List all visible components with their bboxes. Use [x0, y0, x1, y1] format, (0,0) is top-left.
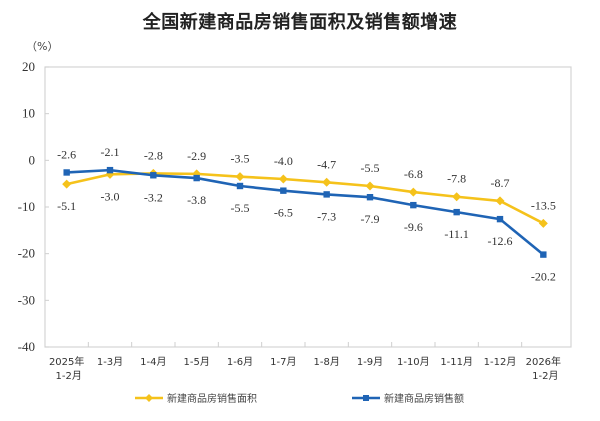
square-marker-icon: [280, 187, 287, 194]
legend-item-sales-area: 新建商品房销售面积: [135, 392, 257, 405]
data-label: -3.5: [231, 152, 250, 166]
x-tick-label: 1-2月: [532, 370, 558, 382]
data-label: -2.6: [57, 147, 76, 161]
data-label: -20.2: [531, 270, 556, 284]
diamond-marker-icon: [62, 179, 72, 189]
square-marker-icon: [106, 166, 114, 174]
x-tick-label: 1-3月: [97, 356, 123, 368]
data-label: -5.5: [231, 201, 250, 215]
diamond-marker-icon: [365, 181, 375, 191]
data-label: -12.6: [488, 234, 513, 248]
diamond-marker-icon: [145, 394, 153, 402]
legend-label: 新建商品房销售额: [384, 392, 464, 405]
square-marker-icon: [366, 194, 374, 201]
data-label: -3.0: [101, 189, 120, 203]
x-tick-label: 1-11月: [440, 356, 473, 368]
square-marker-icon: [410, 201, 417, 209]
x-tick-label: 1-5月: [183, 356, 209, 368]
data-label: -2.1: [101, 145, 120, 159]
x-tick-label: 1-12月: [484, 356, 517, 368]
y-axis-unit-label: （%）: [26, 40, 59, 53]
chart-title: 全国新建商品房销售面积及销售额增速: [142, 12, 458, 33]
square-marker-icon: [323, 191, 330, 198]
square-marker-icon: [453, 208, 460, 216]
diamond-marker-icon: [235, 172, 245, 182]
x-tick-label: 1-7月: [270, 356, 296, 368]
y-tick-label: -30: [18, 292, 35, 307]
data-label: -4.0: [274, 154, 293, 168]
x-tick-label: 2026年: [526, 355, 561, 368]
data-label: -3.2: [144, 190, 163, 204]
data-label: -7.9: [361, 212, 380, 226]
y-tick-label: -40: [18, 339, 35, 354]
square-marker-icon: [363, 395, 369, 401]
x-tick-label: 1-8月: [313, 356, 339, 368]
square-marker-icon: [540, 251, 547, 258]
diamond-marker-icon: [452, 192, 462, 202]
data-label: -5.1: [57, 199, 76, 213]
diamond-marker-icon: [538, 218, 548, 228]
plot-frame: [44, 66, 572, 348]
data-label: -6.8: [404, 167, 423, 181]
series-line: [66, 168, 545, 256]
x-tick-label: 1-6月: [227, 356, 253, 368]
data-label: -3.8: [187, 193, 206, 207]
y-tick-label: -20: [18, 246, 35, 261]
y-tick-label: 0: [29, 152, 36, 167]
x-tick-label: 1-10月: [397, 356, 430, 368]
y-tick-label: 20: [22, 59, 35, 74]
x-axis: 2025年 1-2月 1-3月 1-4月 1-5月 1-6月 1-7月 1-8月 1-9月 1-1…: [49, 342, 561, 382]
diamond-marker-icon: [495, 196, 505, 206]
data-label: -7.8: [447, 172, 466, 186]
diamond-marker-icon: [408, 187, 418, 197]
y-axis: 20 10 0 -10 -20 -30 -40: [18, 59, 49, 354]
data-label: -13.5: [531, 198, 556, 212]
data-label: -4.7: [317, 157, 336, 171]
square-marker-icon: [63, 169, 70, 176]
square-marker-icon: [150, 172, 157, 179]
series-sales-amount: -2.6 -2.1 -3.2 -3.8 -5.5 -6.5 -7.3 -7.9 -9.6 -11.…: [57, 145, 556, 283]
y-tick-label: -10: [18, 199, 35, 214]
data-label: -11.1: [444, 227, 469, 241]
legend: 新建商品房销售面积 新建商品房销售额: [135, 392, 464, 405]
x-tick-label: 1-4月: [140, 356, 166, 368]
diamond-marker-icon: [278, 174, 288, 184]
diamond-marker-icon: [322, 177, 332, 187]
data-label: -6.5: [274, 206, 293, 220]
y-tick-label: 10: [22, 106, 35, 121]
x-tick-label: 1-2月: [55, 370, 81, 382]
x-tick-label: 1-9月: [357, 356, 383, 368]
square-marker-icon: [236, 182, 244, 190]
data-label: -2.9: [187, 149, 206, 163]
data-label: -8.7: [491, 176, 510, 190]
legend-label: 新建商品房销售面积: [167, 392, 257, 405]
data-label: -7.3: [317, 209, 336, 223]
data-label: -5.5: [361, 161, 380, 175]
legend-item-sales-amount: 新建商品房销售额: [352, 392, 464, 405]
square-marker-icon: [496, 215, 504, 223]
series-layer: -5.1 -3.0 -2.8 -2.9 -3.5 -4.0 -4.7 -5.5 -6.8 -7.8…: [57, 145, 556, 283]
data-label: -9.6: [404, 220, 423, 234]
data-label: -2.8: [144, 148, 163, 162]
x-tick-label: 2025年: [49, 355, 84, 368]
square-marker-icon: [193, 174, 200, 182]
